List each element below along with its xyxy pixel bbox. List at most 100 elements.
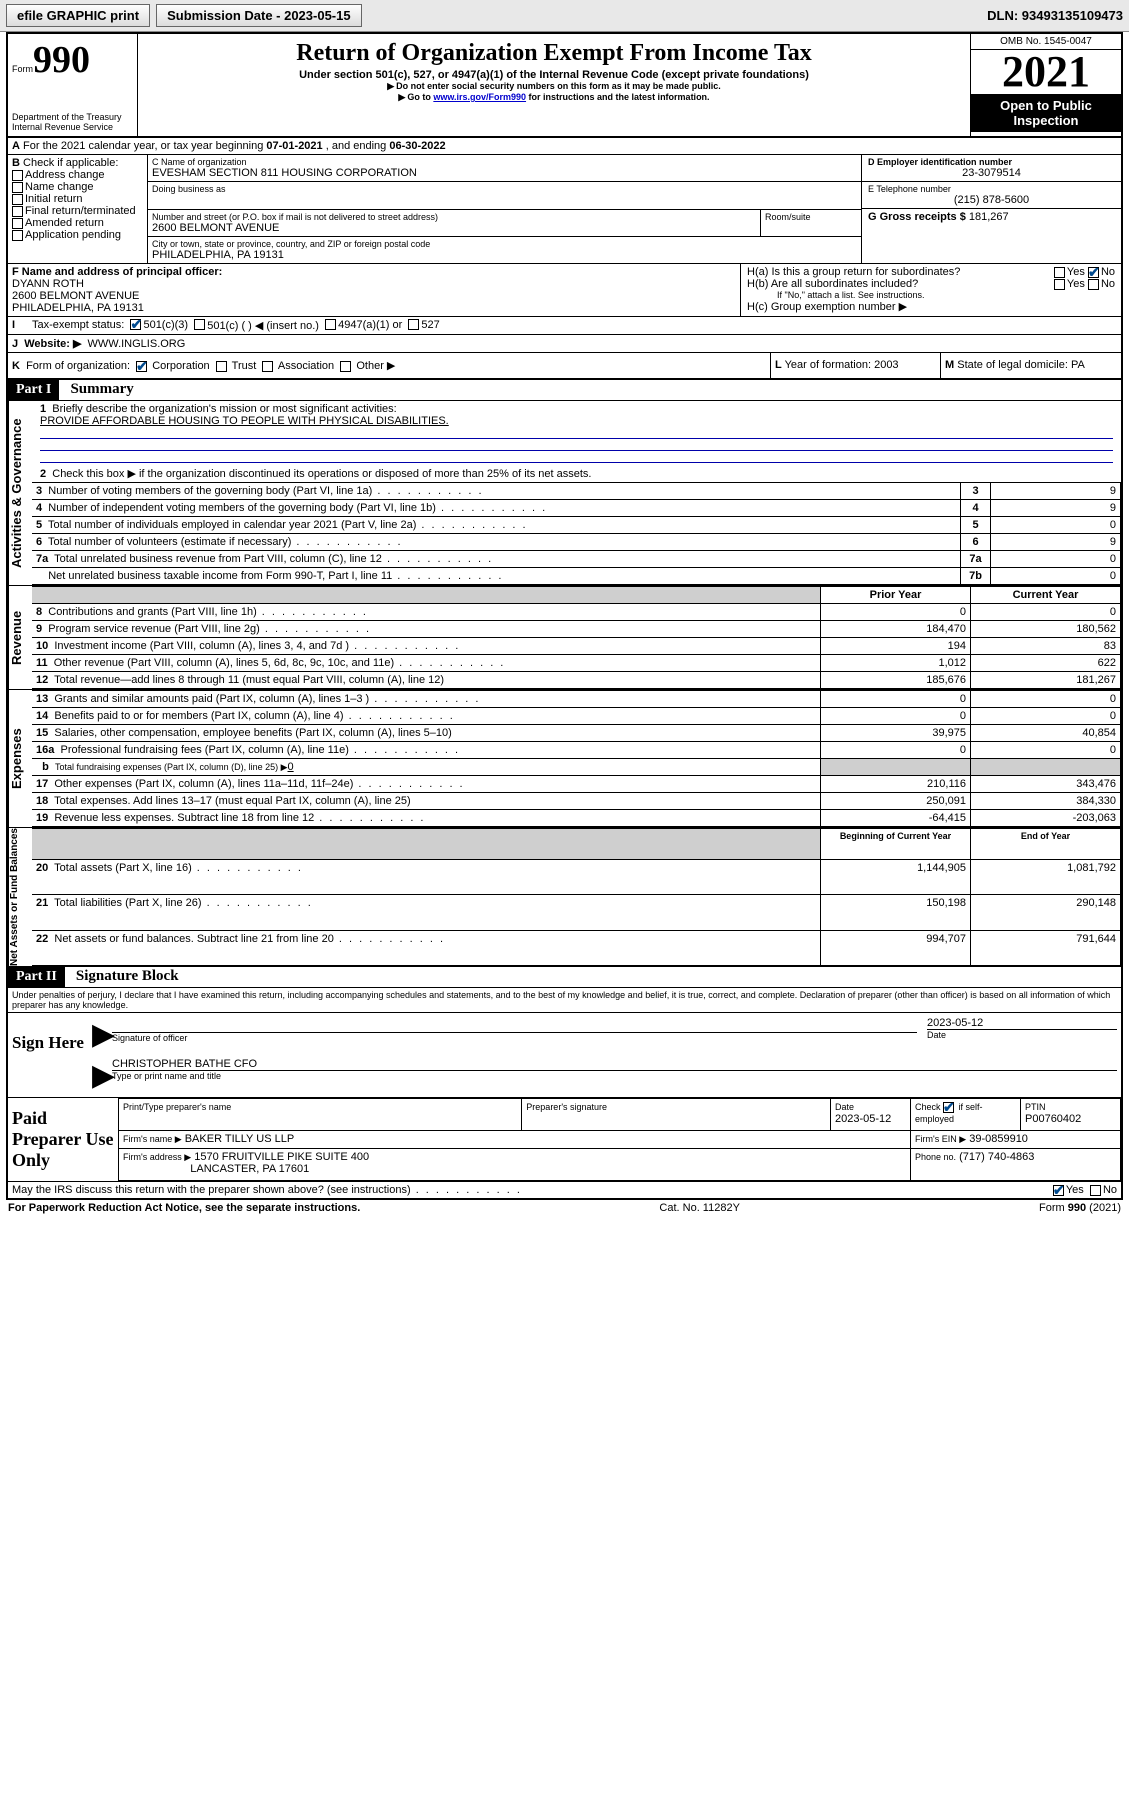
ein-label: D Employer identification number [868, 157, 1115, 167]
table-row: 5 Total number of individuals employed i… [32, 517, 1121, 534]
no-label: No [1103, 1184, 1117, 1196]
table-row: Firm's name ▶ BAKER TILLY US LLP Firm's … [119, 1130, 1121, 1149]
line-b-text: Check if applicable: [23, 157, 118, 169]
current-val: 0 [971, 742, 1121, 759]
check-501c[interactable] [194, 319, 205, 330]
prior-val: -64,415 [821, 810, 971, 827]
discuss-yes-check[interactable] [1053, 1185, 1064, 1196]
yes-label: Yes [1066, 1184, 1084, 1196]
row-num: 22 [36, 933, 48, 945]
check-corp[interactable] [136, 361, 147, 372]
ha-yes-check[interactable] [1054, 267, 1065, 278]
current-val: 181,267 [971, 672, 1121, 689]
netassets-side-label: Net Assets or Fund Balances [8, 828, 32, 966]
bracket-icon: ▶ [92, 1058, 112, 1093]
ha-no-check[interactable] [1088, 267, 1099, 278]
expenses-side-label: Expenses [8, 690, 32, 827]
check-4947[interactable] [325, 319, 336, 330]
efile-button[interactable]: efile GRAPHIC print [6, 4, 150, 27]
opt-501c3: 501(c)(3) [143, 319, 188, 332]
row-text: Total unrelated business revenue from Pa… [54, 553, 493, 565]
check-trust[interactable] [216, 361, 227, 372]
check-other[interactable] [340, 361, 351, 372]
row-text: Grants and similar amounts paid (Part IX… [54, 693, 480, 705]
check-label: Amended return [25, 217, 104, 229]
sig-date-value: 2023-05-12 [927, 1017, 1117, 1029]
form-number: 990 [33, 39, 90, 81]
dln-label: DLN: 93493135109473 [987, 8, 1123, 23]
table-row: 9 Program service revenue (Part VIII, li… [32, 621, 1121, 638]
line-a: A For the 2021 calendar year, or tax yea… [8, 138, 1121, 155]
org-name: EVESHAM SECTION 811 HOUSING CORPORATION [152, 167, 857, 179]
check-label: Address change [25, 169, 105, 181]
irs-link[interactable]: www.irs.gov/Form990 [433, 92, 526, 102]
row-num: 14 [36, 710, 48, 722]
line-i: I Tax-exempt status: 501(c)(3) 501(c) ( … [8, 317, 1121, 335]
table-row: 18 Total expenses. Add lines 13–17 (must… [32, 793, 1121, 810]
discuss-no-check[interactable] [1090, 1185, 1101, 1196]
table-row: b Total fundraising expenses (Part IX, c… [32, 759, 1121, 776]
check-amended[interactable]: Amended return [12, 217, 143, 229]
table-row: 19 Revenue less expenses. Subtract line … [32, 810, 1121, 827]
prior-val: 39,975 [821, 725, 971, 742]
row-text: Number of voting members of the governin… [48, 485, 483, 497]
hb-no-check[interactable] [1088, 279, 1099, 290]
row-text: Revenue less expenses. Subtract line 18 … [54, 812, 425, 824]
check-initial-return[interactable]: Initial return [12, 193, 143, 205]
table-row: Print/Type preparer's name Preparer's si… [119, 1099, 1121, 1131]
line1-label: Briefly describe the organization's miss… [52, 403, 396, 415]
check-final-return[interactable]: Final return/terminated [12, 205, 143, 217]
footer-mid: Cat. No. 11282Y [659, 1202, 740, 1214]
table-row: Net unrelated business taxable income fr… [32, 568, 1121, 585]
table-row: 20 Total assets (Part X, line 16)1,144,9… [32, 860, 1121, 895]
officer-addr2: PHILADELPHIA, PA 19131 [12, 302, 736, 314]
row-text: Total assets (Part X, line 16) [54, 862, 303, 874]
check-501c3[interactable] [130, 319, 141, 330]
current-val: 0 [971, 708, 1121, 725]
row-num: 15 [36, 727, 48, 739]
k-text: Form of organization: [26, 360, 130, 372]
opt-4947: 4947(a)(1) or [338, 319, 402, 332]
table-row: 10 Investment income (Part VIII, column … [32, 638, 1121, 655]
firm-phone: (717) 740-4863 [959, 1151, 1034, 1163]
current-val: 40,854 [971, 725, 1121, 742]
hb-yes-check[interactable] [1054, 279, 1065, 290]
blank-line [40, 451, 1113, 463]
firm-name: BAKER TILLY US LLP [185, 1133, 294, 1145]
blank-line [40, 427, 1113, 439]
row-num: 8 [36, 606, 42, 618]
l-text: Year of formation: [785, 359, 871, 371]
check-application-pending[interactable]: Application pending [12, 229, 143, 241]
page-footer: For Paperwork Reduction Act Notice, see … [0, 1200, 1129, 1216]
row-val: 9 [991, 534, 1121, 551]
row-num: 16a [36, 744, 54, 756]
row-num: 13 [36, 693, 48, 705]
check-label: Final return/terminated [25, 205, 136, 217]
col-num: 7a [961, 551, 991, 568]
table-row: 11 Other revenue (Part VIII, column (A),… [32, 655, 1121, 672]
check-self-employed[interactable] [943, 1102, 954, 1113]
check-assoc[interactable] [262, 361, 273, 372]
part-ii-badge: Part II [8, 967, 65, 987]
check-527[interactable] [408, 319, 419, 330]
check-address-change[interactable]: Address change [12, 169, 143, 181]
col-current: Current Year [971, 587, 1121, 604]
sign-here-label: Sign Here [8, 1013, 88, 1097]
tax-year-begin: 07-01-2021 [266, 140, 322, 152]
table-row: 21 Total liabilities (Part X, line 26)15… [32, 895, 1121, 930]
part-i-title: Summary [62, 381, 133, 397]
bracket-icon: ▶ [92, 1017, 112, 1052]
preparer-block: Paid Preparer Use Only Print/Type prepar… [8, 1098, 1121, 1182]
col-num: 4 [961, 500, 991, 517]
revenue-side-label: Revenue [8, 586, 32, 689]
submission-date-button[interactable]: Submission Date - 2023-05-15 [156, 4, 362, 27]
line-b-label: B [12, 157, 20, 169]
table-row: 17 Other expenses (Part IX, column (A), … [32, 776, 1121, 793]
col-num: 6 [961, 534, 991, 551]
prep-name-label: Print/Type preparer's name [123, 1102, 231, 1112]
row-text: Total expenses. Add lines 13–17 (must eq… [54, 795, 410, 807]
check-name-change[interactable]: Name change [12, 181, 143, 193]
col-boy: Beginning of Current Year [821, 829, 971, 860]
firm-ein: 39-0859910 [969, 1133, 1028, 1145]
j-label: J [12, 338, 18, 350]
